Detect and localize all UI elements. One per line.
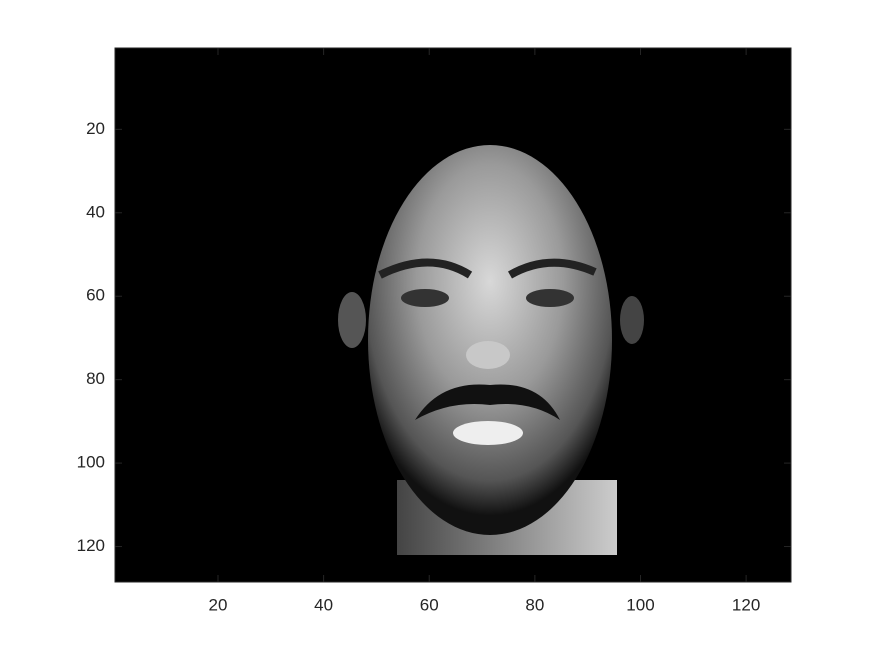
face-image (338, 145, 644, 555)
ear (338, 292, 366, 348)
x-tick-label: 100 (626, 595, 654, 614)
y-tick-label: 20 (86, 119, 105, 138)
nose (466, 341, 510, 369)
y-tick-label: 100 (77, 453, 105, 472)
brow (378, 258, 473, 279)
ear (620, 296, 644, 344)
eye (401, 289, 449, 307)
axes-box (114, 47, 792, 583)
x-tick-label: 40 (314, 595, 333, 614)
mustache (415, 384, 560, 420)
y-tick-label: 80 (86, 369, 105, 388)
x-tick-label: 20 (209, 595, 228, 614)
y-tick-label: 40 (86, 202, 105, 221)
face (368, 145, 612, 535)
y-tick-label: 60 (86, 286, 105, 305)
y-tick-label: 120 (77, 536, 105, 555)
eye (526, 289, 574, 307)
brow (508, 258, 597, 279)
x-tick-label: 80 (525, 595, 544, 614)
teeth (453, 421, 523, 445)
image-area (114, 47, 792, 583)
x-tick-label: 120 (732, 595, 760, 614)
x-tick-label: 60 (420, 595, 439, 614)
